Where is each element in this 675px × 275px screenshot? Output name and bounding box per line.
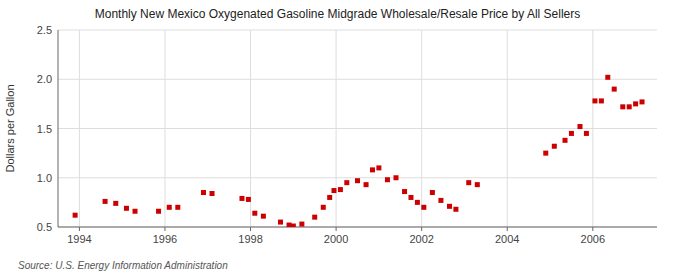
y-tick-label: 0.5: [37, 221, 52, 233]
point: [73, 213, 78, 218]
point: [543, 151, 548, 156]
grid-line-y: [58, 79, 657, 80]
point: [438, 198, 443, 203]
x-tick-label: 2004: [495, 233, 519, 245]
grid-line-x: [592, 30, 593, 227]
point: [376, 165, 381, 170]
chart-svg: Monthly New Mexico Oxygenated Gasoline M…: [0, 0, 675, 275]
grid-line-x: [79, 30, 80, 227]
x-tick-label: 1994: [67, 233, 91, 245]
x-tick-label: 2006: [581, 233, 605, 245]
y-tick-label: 2.5: [37, 24, 52, 36]
x-tick: [421, 227, 422, 231]
point: [355, 178, 360, 183]
x-tick-label: 2002: [409, 233, 433, 245]
point: [201, 190, 206, 195]
point: [633, 101, 638, 106]
axes: 0.5 1.0 1.5 2.0 2.5 1994 1996 1998 2000 2002 2004 2…: [37, 24, 657, 245]
point: [278, 220, 283, 225]
y-tick-label: 1.0: [37, 172, 52, 184]
point: [599, 98, 604, 103]
point: [344, 180, 349, 185]
point: [447, 204, 452, 209]
point: [612, 87, 617, 92]
point: [408, 195, 413, 200]
y-tick-label: 2.0: [37, 73, 52, 85]
grid-line-y: [58, 30, 657, 31]
point: [261, 214, 266, 219]
grid-line-x: [507, 30, 508, 227]
point: [291, 224, 296, 227]
x-tick-label: 2000: [324, 233, 348, 245]
point: [385, 177, 390, 182]
chart-container: Monthly New Mexico Oxygenated Gasoline M…: [0, 0, 675, 275]
point: [394, 175, 399, 180]
points: [73, 75, 645, 227]
x-tick-label: 1996: [153, 233, 177, 245]
point: [466, 180, 471, 185]
x-tick: [164, 227, 165, 231]
x-tick: [336, 227, 337, 231]
point: [321, 205, 326, 210]
point: [640, 99, 645, 104]
point: [577, 124, 582, 129]
point: [605, 75, 610, 80]
point: [175, 205, 180, 210]
point: [584, 131, 589, 136]
y-axis-line: [58, 30, 59, 227]
point: [569, 131, 574, 136]
point: [167, 205, 172, 210]
point: [592, 98, 597, 103]
source-note: Source: U.S. Energy Information Administ…: [18, 260, 228, 271]
point: [327, 195, 332, 200]
point: [124, 206, 129, 211]
point: [287, 223, 292, 227]
y-axis-label: Dollars per Gallon: [4, 84, 16, 172]
point: [312, 215, 317, 220]
point: [156, 209, 161, 214]
point: [421, 205, 426, 210]
grid-line-x: [421, 30, 422, 227]
grid-line-x: [336, 30, 337, 227]
point: [475, 182, 480, 187]
point: [299, 222, 304, 227]
point: [364, 182, 369, 187]
grid-line-y: [58, 227, 657, 228]
x-tick: [507, 227, 508, 231]
point: [103, 199, 108, 204]
point: [246, 197, 251, 202]
x-axis-line: [58, 227, 657, 228]
grid-line-y: [58, 177, 657, 178]
point: [370, 167, 375, 172]
point: [113, 201, 118, 206]
point: [239, 196, 244, 201]
x-tick: [592, 227, 593, 231]
title: Monthly New Mexico Oxygenated Gasoline M…: [95, 7, 581, 21]
grid-line-y: [58, 128, 657, 129]
point: [210, 191, 215, 196]
point: [415, 200, 420, 205]
point: [620, 104, 625, 109]
grid: [58, 30, 657, 227]
point: [627, 104, 632, 109]
point: [552, 144, 557, 149]
x-tick: [79, 227, 80, 231]
point: [133, 209, 138, 214]
point: [252, 211, 257, 216]
point: [402, 189, 407, 194]
point: [338, 187, 343, 192]
x-tick-label: 1998: [238, 233, 262, 245]
point: [331, 188, 336, 193]
point: [453, 207, 458, 212]
x-tick: [250, 227, 251, 231]
point: [430, 190, 435, 195]
grid-line-x: [164, 30, 165, 227]
point: [563, 138, 568, 143]
y-tick-label: 1.5: [37, 123, 52, 135]
